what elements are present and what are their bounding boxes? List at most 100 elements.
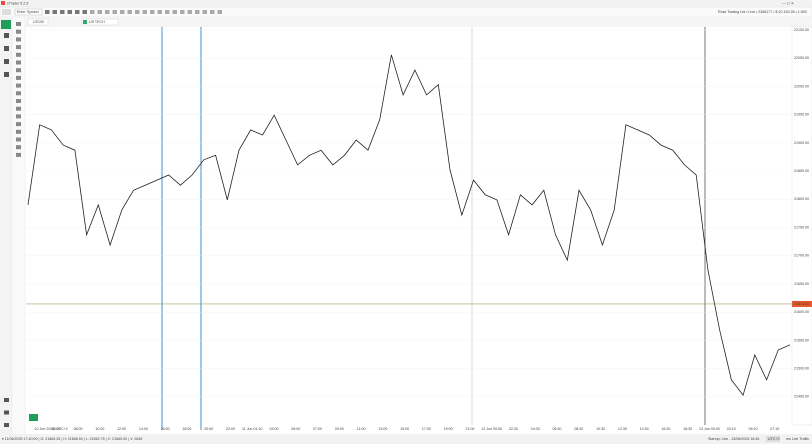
x-tick-label: 06:00 — [52, 427, 61, 431]
x-tick-label: 19:00 — [444, 427, 453, 431]
tool-icon[interactable] — [52, 10, 58, 14]
account-info: Ross Trading Ltd • Live • 2268177 • $ 10… — [718, 10, 807, 14]
y-tick-label: 21600.00 — [794, 310, 809, 314]
tool-icon[interactable] — [135, 10, 140, 14]
x-tick-label: 11:00 — [357, 427, 366, 431]
price-axis — [791, 26, 812, 426]
x-tick-label: 14:00 — [139, 427, 148, 431]
x-tick-label: 02:30 — [509, 427, 518, 431]
x-tick-label: 21:00 — [465, 427, 474, 431]
draw-tool-icon[interactable] — [16, 137, 21, 142]
tool-icon[interactable] — [172, 10, 178, 14]
y-tick-label: 21550.00 — [794, 338, 809, 342]
x-tick-label: 17:00 — [422, 427, 431, 431]
x-tick-label: 20:00 — [204, 427, 213, 431]
draw-tool-icon[interactable] — [16, 152, 21, 157]
tool-icon[interactable] — [127, 10, 133, 14]
window-controls[interactable]: — ▢ ✕ — [782, 1, 794, 5]
x-tick-label: 13 Jun 00:00 — [699, 427, 720, 431]
draw-tool-icon[interactable] — [16, 68, 21, 73]
x-tick-label: 07:00 — [313, 427, 322, 431]
tool-icon[interactable] — [217, 10, 223, 14]
symbol-search-text: Enter Symbol — [17, 10, 39, 14]
tab[interactable] — [81, 18, 119, 26]
traffic: ms Live Traffic — [786, 437, 809, 441]
status-bar — [0, 434, 812, 444]
y-tick-label: 21850.00 — [794, 169, 809, 173]
y-tick-label: 21500.00 — [794, 367, 809, 371]
menu-button[interactable] — [2, 9, 11, 15]
tool-icon[interactable] — [165, 10, 170, 14]
tool-icon[interactable] — [45, 10, 50, 14]
draw-tool-icon[interactable] — [16, 60, 21, 65]
tool-icon[interactable] — [90, 10, 95, 14]
x-tick-label: 18:00 — [182, 427, 191, 431]
sidebar-icon[interactable] — [4, 59, 9, 64]
sidebar-icon[interactable] — [4, 72, 9, 77]
draw-tool-icon[interactable] — [16, 52, 21, 57]
tool-icon[interactable] — [157, 10, 163, 14]
tool-icon[interactable] — [202, 10, 208, 14]
x-tick-label: 05:00 — [291, 427, 300, 431]
draw-tool-icon[interactable] — [16, 83, 21, 88]
y-tick-label: 22050.00 — [794, 56, 809, 60]
tab-label: US100 — [33, 20, 44, 24]
timezone: UTC+2 — [768, 437, 779, 441]
x-tick-label: 08:30 — [574, 427, 583, 431]
x-tick-label: 06:30 — [553, 427, 562, 431]
draw-tool-icon[interactable] — [16, 122, 21, 127]
sidebar-icon[interactable] — [4, 410, 9, 415]
draw-tool-icon[interactable] — [16, 99, 21, 103]
x-tick-label: 08:00 — [74, 427, 83, 431]
tool-icon[interactable] — [75, 10, 80, 14]
tz-box[interactable] — [766, 436, 780, 442]
tab-icon — [83, 20, 87, 24]
tool-icon[interactable] — [210, 10, 215, 14]
tool-icon[interactable] — [60, 10, 65, 14]
symbol-search[interactable] — [14, 8, 43, 16]
y-tick-label: 21900.00 — [794, 141, 809, 145]
x-tick-label: 11 Jun 01:10 — [242, 427, 263, 431]
tool-icon[interactable] — [120, 10, 125, 14]
draw-tool-icon[interactable] — [16, 29, 21, 34]
title-bar — [0, 0, 812, 7]
tab[interactable] — [27, 18, 49, 26]
ohlc-info: ▾ 11/06/2025 17:40:00 | O: 21665.25 | H:… — [2, 437, 142, 441]
trade-button[interactable] — [1, 20, 11, 29]
draw-tool-icon[interactable] — [16, 145, 21, 150]
sidebar-icons — [4, 22, 21, 440]
draw-tool-icon[interactable] — [16, 106, 21, 111]
draw-tool-icon[interactable] — [16, 22, 21, 26]
tool-icon[interactable] — [105, 10, 110, 14]
tab-label: US TECH — [89, 20, 105, 24]
draw-tool-icon[interactable] — [16, 129, 21, 134]
x-tick-label: 10:00 — [95, 427, 104, 431]
tool-icon[interactable] — [97, 10, 103, 14]
x-tick-label: 03:10 — [727, 427, 736, 431]
quick-trade[interactable] — [29, 414, 38, 421]
tool-icon[interactable] — [187, 10, 193, 14]
tool-icon[interactable] — [82, 10, 88, 14]
sidebar-icon[interactable] — [4, 398, 9, 402]
tool-icon[interactable] — [180, 10, 185, 14]
current-price-label: 21614.50 — [794, 302, 809, 306]
draw-tool-icon[interactable] — [16, 114, 21, 119]
sidebar-icon[interactable] — [4, 46, 9, 51]
x-tick-label: 14:30 — [640, 427, 649, 431]
tool-icon[interactable] — [195, 10, 200, 14]
tool-icon[interactable] — [67, 10, 73, 14]
tool-icon[interactable] — [150, 10, 155, 14]
tool-icon[interactable] — [112, 10, 118, 14]
draw-tool-icon[interactable] — [16, 45, 21, 50]
draw-tool-icon[interactable] — [16, 37, 21, 42]
draw-tool-icon[interactable] — [16, 75, 21, 80]
x-tick-label: 13:00 — [378, 427, 387, 431]
x-tick-label: 07:10 — [770, 427, 779, 431]
app-icon — [1, 1, 5, 5]
x-tick-label: 12 Jun 00:50 — [481, 427, 502, 431]
sidebar-icon[interactable] — [4, 33, 9, 38]
tool-icon[interactable] — [142, 10, 148, 14]
sidebar-icon[interactable] — [4, 423, 9, 427]
draw-tool-icon[interactable] — [16, 91, 21, 96]
